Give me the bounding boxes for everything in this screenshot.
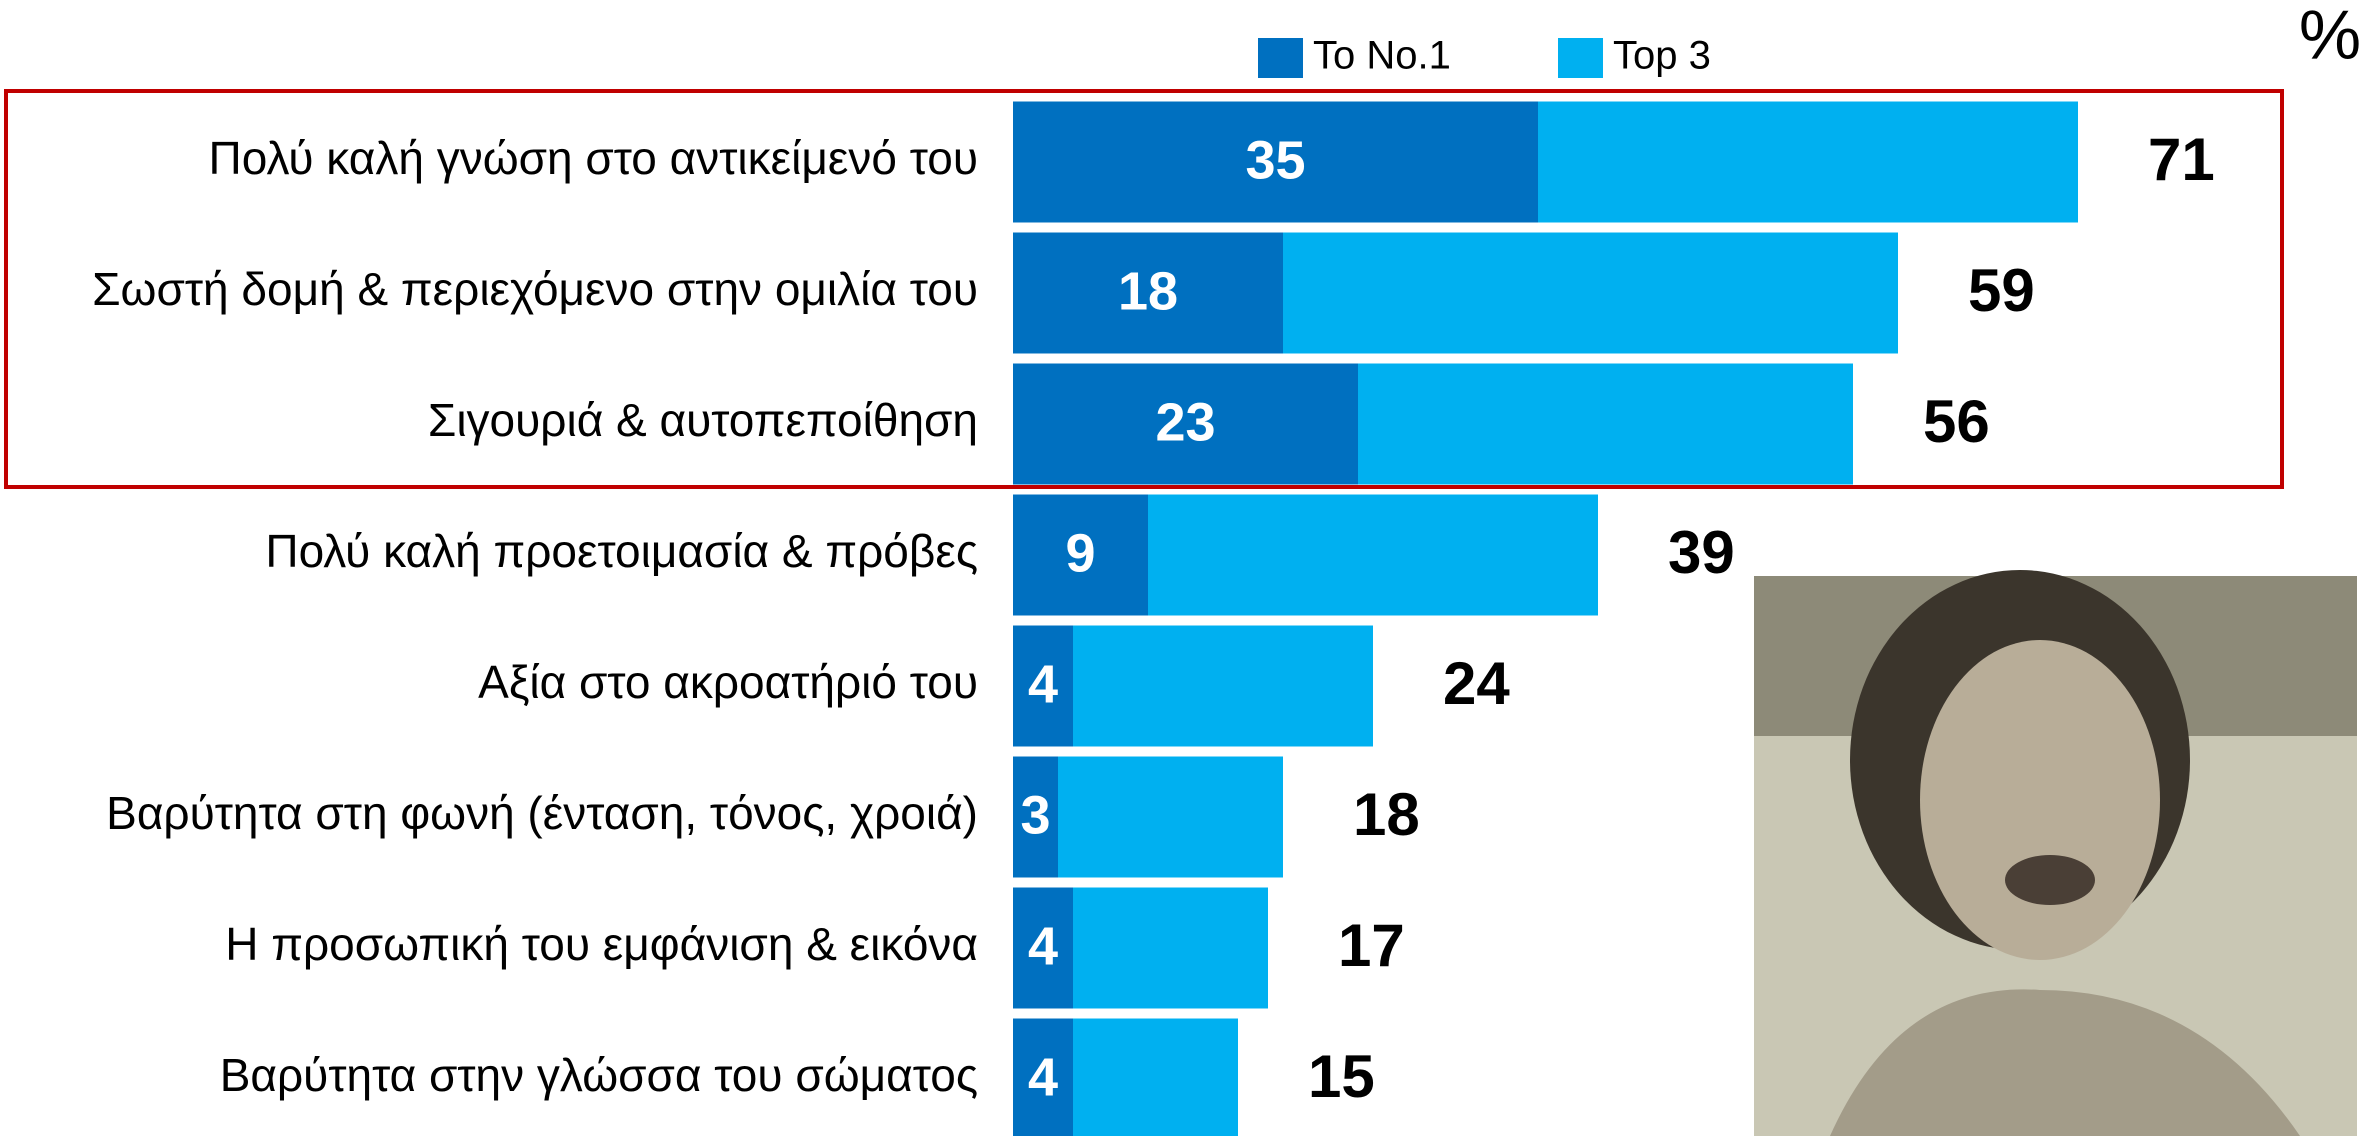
value-label: 71: [2148, 126, 2215, 193]
value-label: 56: [1923, 388, 1990, 455]
value-label: 3: [1020, 785, 1050, 845]
value-label: 9: [1065, 523, 1095, 583]
category-label: Βαρύτητα στη φωνή (ένταση, τόνος, χροιά): [106, 787, 978, 839]
value-label: 4: [1028, 916, 1058, 976]
value-label: 4: [1028, 1047, 1058, 1107]
unit-label: %: [2299, 0, 2361, 73]
category-label: Αξία στο ακροατήριό του: [478, 656, 978, 708]
value-label: 24: [1443, 650, 1510, 717]
value-label: 59: [1968, 257, 2035, 324]
value-label: 23: [1155, 392, 1215, 452]
legend-swatch: [1558, 38, 1603, 78]
legend-swatch: [1258, 38, 1303, 78]
category-label: Σιγουριά & αυτοπεποίθηση: [428, 394, 978, 446]
category-label: Πολύ καλή γνώση στο αντικείμενό του: [209, 132, 978, 184]
value-label: 17: [1338, 912, 1405, 979]
value-label: 18: [1353, 781, 1420, 848]
photo: [1754, 570, 2357, 1136]
value-label: 39: [1668, 519, 1735, 586]
legend-label: Top 3: [1613, 34, 1711, 78]
chart: % To No.1 Top 3 Πολύ καλή γνώση στο αντικε…: [0, 0, 2377, 1136]
category-label: Σωστή δομή & περιεχόμενο στην ομιλία του: [92, 263, 978, 315]
value-label: 4: [1028, 654, 1058, 714]
legend-label: To No.1: [1313, 34, 1451, 78]
value-label: 15: [1308, 1043, 1375, 1110]
value-label: 18: [1118, 261, 1178, 321]
category-label: Η προσωπική του εμφάνιση & εικόνα: [225, 918, 978, 970]
category-label: Βαρύτητα στην γλώσσα του σώματος: [220, 1049, 978, 1101]
value-label: 35: [1245, 130, 1305, 190]
category-label: Πολύ καλή προετοιμασία & πρόβες: [265, 525, 978, 577]
